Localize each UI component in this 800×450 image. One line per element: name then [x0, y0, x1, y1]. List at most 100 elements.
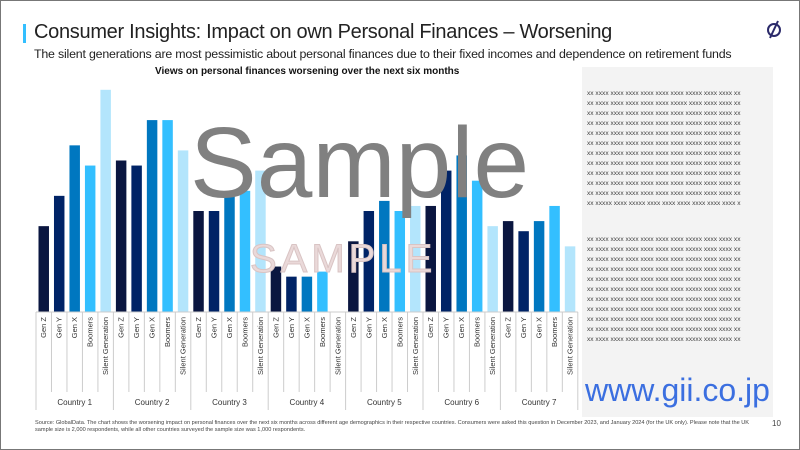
bar — [549, 205, 560, 312]
bar — [53, 195, 65, 312]
category-label: Country 7 — [522, 398, 557, 407]
tick-label: Boomers — [473, 317, 482, 347]
bar — [425, 205, 436, 312]
bar — [301, 276, 313, 312]
commentary-line: xx xxxx xxxx xxxx xxxx xxxx xxxx xxxxx x… — [587, 316, 741, 323]
bar — [518, 231, 529, 312]
category-label: Country 4 — [290, 398, 325, 407]
bar — [348, 241, 359, 312]
bar — [533, 221, 545, 312]
tick-label: Gen Y — [364, 317, 373, 338]
bar — [394, 211, 406, 312]
tick-label: Gen X — [380, 317, 389, 338]
tick-label: Gen Y — [287, 317, 296, 338]
bar — [131, 165, 142, 312]
tick-label: Silent Generation — [256, 317, 265, 375]
commentary-block-1: xx xxxx xxxx xxxx xxxx xxxx xxxx xxxxx x… — [582, 89, 741, 209]
bar — [487, 226, 498, 312]
bar — [255, 170, 266, 312]
tick-label: Boomers — [395, 317, 404, 347]
bar — [224, 195, 235, 312]
bar — [38, 226, 49, 312]
tick-label: Silent Generation — [333, 317, 342, 375]
commentary-line: xx xxxx xxxx xxxx xxxx xxxx xxxx xxxxx x… — [587, 140, 741, 147]
tick-label: Boomers — [240, 317, 249, 347]
category-label: Country 6 — [444, 398, 479, 407]
bar — [440, 170, 452, 312]
commentary-line: xx xxxx xxxx xxxx xxxx xxxx xxxx xxxxx x… — [587, 190, 741, 197]
chart-title: Views on personal finances worsening ove… — [155, 66, 460, 77]
bar — [162, 120, 173, 312]
tick-label: Silent Generation — [566, 317, 575, 375]
commentary-line: xx xxxx xxxx xxxx xxxx xxxx xxxx xxxxx x… — [587, 236, 741, 243]
bar — [193, 211, 204, 312]
bar — [239, 190, 251, 312]
bar — [84, 165, 96, 312]
tick-label: Gen Z — [39, 317, 48, 338]
tick-label: Gen Y — [442, 317, 451, 338]
category-label: Country 3 — [212, 398, 247, 407]
category-label: Country 5 — [367, 398, 402, 407]
tick-label: Gen Y — [132, 317, 141, 338]
tick-label: Gen Z — [194, 317, 203, 338]
bar — [379, 200, 390, 312]
page-number: 10 — [772, 419, 781, 428]
bar — [410, 205, 421, 312]
bar — [115, 160, 127, 312]
tick-label: Silent Generation — [411, 317, 420, 375]
bar — [270, 266, 282, 312]
bar — [363, 211, 375, 312]
page-title: Consumer Insights: Impact on own Persona… — [34, 21, 612, 43]
commentary-line: xx xxxx xxxx xxxx xxxx xxxx xxxxx xxxx x… — [587, 100, 741, 107]
commentary-block-2: xx xxxx xxxx xxxx xxxx xxxx xxxx xxxxx x… — [582, 235, 741, 345]
commentary-line: xx xxxx xxxx xxxx xxxx xxxx xxxx xxxxx x… — [587, 130, 741, 137]
commentary-line: xx xxxx xxxx xxxx xxxx xxxx xxxx xxxxx x… — [587, 256, 741, 263]
commentary-line: xx xxxx xxxx xxxx xxxx xxxx xxxx xxxxx x… — [587, 180, 741, 187]
tick-label: Gen X — [302, 317, 311, 338]
bar — [471, 180, 483, 312]
bar — [502, 221, 514, 312]
tick-label: Silent Generation — [101, 317, 110, 375]
commentary-line: xx xxxx xxxx xxxx xxxx xxxx xxxx xxxxx x… — [587, 110, 741, 117]
bar — [177, 150, 189, 312]
commentary-line: xx xxxx xxxx xxxx xxxx xxxx xxxx xxxxx x… — [587, 120, 741, 127]
tick-label: Gen Y — [210, 317, 219, 338]
page-subtitle: The silent generations are most pessimis… — [34, 47, 732, 61]
commentary-line: xx xxxx xxxx xxxx xxxx xxxx xxxx xxxxx x… — [587, 306, 741, 313]
commentary-line: xx xxxx xxxx xxxx xxxx xxxx xxxx xxxxx x… — [587, 170, 741, 177]
tick-label: Gen X — [70, 317, 79, 338]
commentary-line: xx xxxx xxxx xxxx xxxx xxxx xxxx xxxxx x… — [587, 150, 741, 157]
tick-label: Gen Z — [271, 317, 280, 338]
tick-label: Gen Z — [349, 317, 358, 338]
tick-label: Gen X — [225, 317, 234, 338]
tick-label: Gen X — [148, 317, 157, 338]
bar — [100, 89, 111, 312]
tick-label: Gen Z — [426, 317, 435, 338]
tick-label: Silent Generation — [179, 317, 188, 375]
commentary-line: xx xxxx xxxx xxxx xxxx xxxx xxxx xxxxx x… — [587, 326, 741, 333]
tick-label: Silent Generation — [488, 317, 497, 375]
title-accent-bar — [23, 24, 26, 43]
bar — [317, 271, 328, 312]
bar — [208, 211, 220, 312]
tick-label: Boomers — [86, 317, 95, 347]
bar — [456, 155, 467, 312]
tick-label: Boomers — [550, 317, 559, 347]
commentary-line: xx xxxx xxxx xxxx xxxx xxxx xxxx xxxxx x… — [587, 336, 741, 343]
tick-label: Boomers — [163, 317, 172, 347]
category-label: Country 2 — [135, 398, 170, 407]
tick-label: Gen Y — [55, 317, 64, 338]
category-label: Country 1 — [57, 398, 92, 407]
commentary-panel: xx xxxx xxxx xxxx xxxx xxxx xxxx xxxxx x… — [582, 67, 773, 417]
tick-label: Gen X — [535, 317, 544, 338]
commentary-line: xx xxxxx xxxx xxxxx xxxx xxxx xxxx xxxx … — [587, 200, 741, 207]
brand-logo-icon — [767, 20, 781, 39]
tick-label: Gen Y — [519, 317, 528, 338]
bar — [146, 120, 158, 312]
tick-label: Gen Z — [504, 317, 513, 338]
commentary-line: xx xxxx xxxx xxxx xxxx xxxx xxxx xxxxx x… — [587, 246, 741, 253]
bar — [564, 246, 576, 312]
tick-label: Gen X — [457, 317, 466, 338]
commentary-line: xx xxxx xxxx xxxx xxxx xxxx xxxx xxxxx x… — [587, 276, 741, 283]
